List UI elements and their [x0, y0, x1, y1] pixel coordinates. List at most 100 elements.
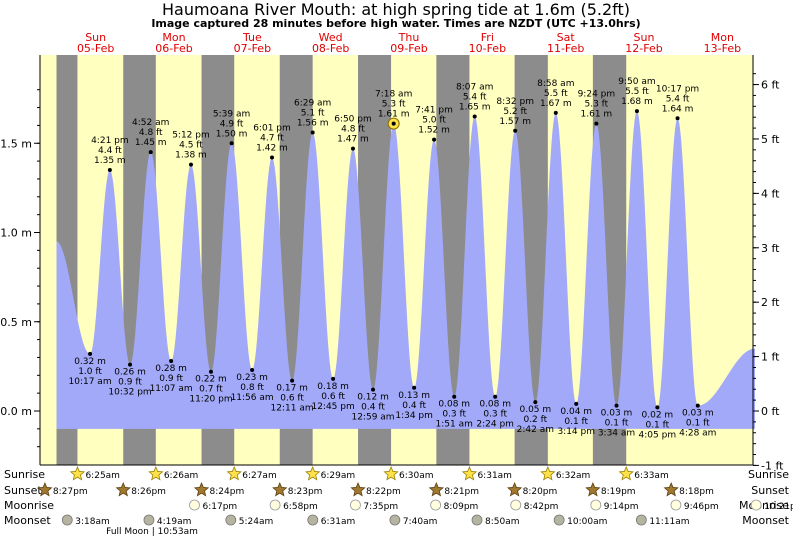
high-tide-m: 1.35 m	[94, 156, 126, 166]
high-tide-ft: 5.5 ft	[544, 89, 568, 99]
high-tide-ft: 5.3 ft	[382, 100, 406, 110]
moonrise-time: 6:58pm	[283, 502, 318, 512]
high-tide-time: 6:29 am	[294, 99, 331, 109]
left-tick-label: 0.0 m	[0, 405, 32, 418]
right-tick-label: 2 ft	[761, 296, 780, 309]
sunset-time: 8:24pm	[210, 487, 245, 497]
high-tide-point	[350, 146, 355, 151]
low-tide-point	[88, 351, 93, 356]
right-tick-label: 4 ft	[761, 187, 780, 200]
high-tide-m: 1.56 m	[297, 119, 329, 129]
high-tide-time: 6:01 pm	[253, 124, 291, 134]
sunrise-time: 6:31am	[477, 471, 512, 481]
high-tide-time: 5:39 am	[213, 109, 250, 119]
low-tide-m: 0.17 m	[276, 384, 308, 394]
moonrise-time: 8:42pm	[524, 502, 559, 512]
high-tide-point	[107, 168, 112, 173]
sunset-icon	[37, 481, 53, 497]
low-tide-m: 0.22 m	[195, 375, 227, 385]
moonrise-icon	[590, 499, 602, 511]
low-tide-m: 0.18 m	[317, 382, 349, 392]
sunset-icon	[193, 481, 210, 497]
moonrise-time: 9:14pm	[604, 502, 639, 512]
moonset-icon	[553, 514, 565, 526]
high-tide-point	[634, 109, 639, 114]
astro-row-label-left: Moonset	[4, 514, 51, 527]
high-tide-m: 1.47 m	[337, 135, 369, 145]
day-label-dow: Mon	[711, 31, 734, 44]
moonrise-icon	[510, 499, 522, 511]
high-tide-m: 1.42 m	[256, 144, 288, 154]
astro-row-label-left: Sunrise	[4, 468, 45, 481]
low-tide-m: 0.03 m	[682, 409, 714, 419]
sunset-time: 8:20pm	[523, 487, 558, 497]
low-tide-m: 0.05 m	[519, 405, 551, 415]
sunset-icon	[428, 481, 444, 497]
sunset-icon	[350, 481, 366, 497]
low-tide-m: 0.03 m	[601, 409, 633, 419]
low-tide-ft: 0.1 ft	[564, 417, 588, 427]
high-tide-ft: 5.5 ft	[625, 87, 649, 97]
sunrise-icon	[69, 465, 86, 481]
day-label-date: 08-Feb	[312, 42, 349, 55]
low-tide-ft: 0.1 ft	[645, 420, 669, 430]
low-tide-ft: 0.4 ft	[361, 403, 385, 413]
astro-row-label-left: Sunset	[4, 484, 42, 497]
moonrise-time: 10:21pm	[764, 502, 793, 512]
right-tick-label: 0 ft	[761, 405, 780, 418]
low-tide-m: 0.08 m	[479, 400, 511, 410]
right-tick-label: 5 ft	[761, 133, 780, 146]
axes: 0.0 m 0.5 m 1.0 m 1.5 m -1 ft 0 ft 1 ft 2 ft 3 f…	[0, 55, 784, 472]
moonset-icon	[143, 514, 155, 526]
high-tide-m: 1.57 m	[499, 117, 531, 127]
low-tide-time: 1:51 am	[436, 420, 473, 430]
low-tide-point	[614, 403, 619, 408]
low-tide-m: 0.08 m	[438, 400, 470, 410]
low-tide-m: 0.04 m	[560, 407, 592, 417]
high-tide-m: 1.61 m	[581, 110, 613, 120]
moonset-time: 11:11am	[649, 517, 689, 527]
moonset-icon	[61, 514, 73, 526]
sunrise-time: 6:30am	[399, 471, 434, 481]
low-tide-m: 0.12 m	[357, 393, 389, 403]
high-tide-point	[513, 128, 518, 133]
high-tide-ft: 4.7 ft	[260, 134, 284, 144]
sunrise-icon	[618, 465, 634, 481]
day-label-date: 06-Feb	[155, 42, 192, 55]
high-tide-point	[188, 162, 193, 167]
moonrise-icon	[430, 499, 442, 511]
high-tide-time: 5:12 pm	[172, 131, 210, 141]
low-tide-point	[169, 359, 174, 364]
low-tide-m: 0.28 m	[155, 364, 187, 374]
low-tide-ft: 0.6 ft	[321, 392, 345, 402]
sunset-icon	[663, 481, 679, 497]
low-tide-time: 11:56 am	[231, 393, 274, 403]
high-tide-m: 1.68 m	[621, 97, 653, 107]
low-tide-m: 0.23 m	[236, 373, 268, 383]
low-tide-m: 0.32 m	[74, 357, 106, 367]
low-tide-time: 1:34 pm	[395, 411, 433, 421]
high-tide-ft: 4.8 ft	[341, 125, 365, 135]
high-tide-m: 1.38 m	[175, 151, 207, 161]
high-tide-point	[229, 141, 234, 146]
left-tick-label: 1.0 m	[0, 227, 32, 240]
low-tide-time: 12:45 pm	[311, 402, 354, 412]
tide-area-path	[56, 111, 755, 429]
low-tide-ft: 0.8 ft	[240, 383, 264, 393]
high-tide-m: 1.61 m	[378, 110, 410, 120]
sunset-time: 8:22pm	[366, 487, 401, 497]
astro-row-label-right: Moonset	[742, 514, 789, 527]
high-tide-ft: 4.9 ft	[220, 119, 244, 129]
sunset-time: 8:27pm	[53, 487, 88, 497]
high-tide-point	[472, 114, 477, 119]
sunrise-icon	[226, 465, 242, 481]
sunset-icon	[585, 481, 601, 497]
sunrise-icon	[461, 465, 478, 481]
low-tide-point	[371, 387, 376, 392]
moonrise-icon	[350, 499, 361, 511]
moonrise-time: 9:46pm	[684, 502, 719, 512]
right-tick-label: 6 ft	[761, 79, 780, 92]
right-tick-label: -1 ft	[761, 459, 784, 472]
low-tide-ft: 0.2 ft	[523, 415, 547, 425]
